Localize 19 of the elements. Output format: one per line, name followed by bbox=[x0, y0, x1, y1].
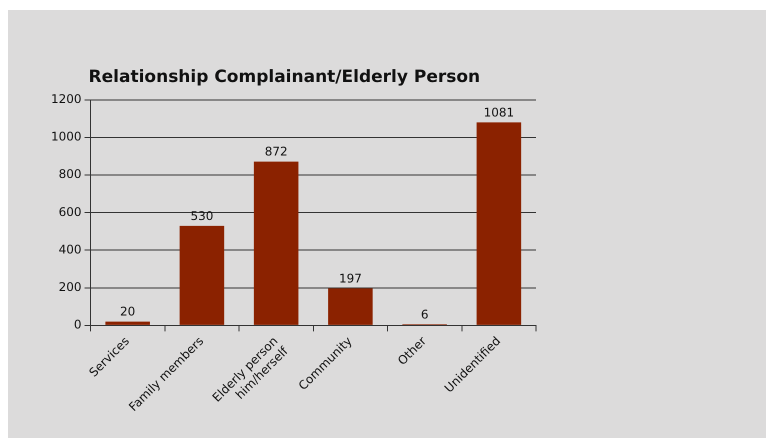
y-tick-label: 0 bbox=[74, 317, 82, 332]
bar bbox=[180, 226, 224, 325]
y-tick-label: 800 bbox=[58, 167, 82, 182]
y-tick-label: 600 bbox=[58, 204, 82, 219]
bar bbox=[105, 322, 150, 325]
data-label: 872 bbox=[264, 144, 288, 159]
bar bbox=[476, 122, 522, 325]
data-label: 197 bbox=[338, 271, 362, 286]
data-label: 20 bbox=[120, 304, 136, 319]
y-tick-label: 1000 bbox=[50, 130, 82, 144]
y-tick-label: 1200 bbox=[50, 92, 82, 106]
chart-title: Relationship Complainant/Elderly Person bbox=[88, 67, 480, 87]
bar bbox=[328, 288, 373, 325]
data-label: 6 bbox=[420, 307, 428, 322]
bar bbox=[254, 162, 298, 325]
y-tick-label: 200 bbox=[58, 280, 82, 294]
y-tick-label: 400 bbox=[58, 242, 82, 256]
data-label: 530 bbox=[190, 208, 214, 223]
data-label: 1081 bbox=[484, 105, 514, 120]
